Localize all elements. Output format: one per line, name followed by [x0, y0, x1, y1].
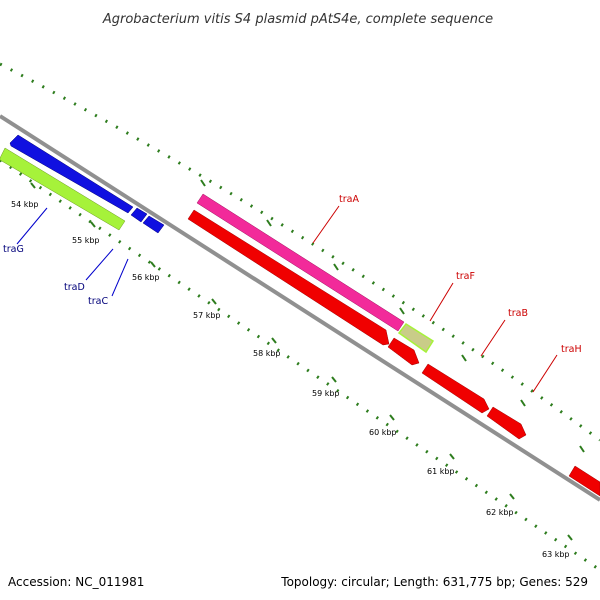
gene-arrow-traD-small — [130, 207, 148, 223]
outer-tick-ring — [0, 62, 600, 442]
accession-text: Accession: NC_011981 — [8, 575, 144, 589]
tick-label: 63 kbp — [542, 550, 570, 559]
tick-label: 56 kbp — [132, 273, 160, 282]
gene-arrow-red-5 — [568, 465, 600, 497]
gene-arrow-traF — [397, 323, 435, 354]
tick-label: 60 kbp — [369, 428, 397, 437]
tick-label: 57 kbp — [193, 311, 221, 320]
gene-label-traG: traG — [3, 244, 24, 255]
label-leaders-red — [312, 205, 558, 393]
tick-label: 62 kbp — [486, 508, 514, 517]
gene-label-traF: traF — [456, 271, 475, 282]
label-leaders-blue — [16, 207, 129, 297]
sequence-backbone — [0, 114, 600, 502]
tick-label: 58 kbp — [253, 349, 281, 358]
gene-arrow-traA — [196, 193, 405, 332]
tick-label: 59 kbp — [312, 389, 340, 398]
gene-arrow-traD — [9, 134, 134, 214]
gene-arrow-traC — [142, 215, 165, 234]
inner-tick-ring — [0, 158, 600, 572]
inner-major-ticks — [30, 182, 573, 541]
tick-label: 54 kbp — [11, 200, 39, 209]
gene-label-traA: traA — [339, 194, 359, 205]
topology-summary: Topology: circular; Length: 631,775 bp; … — [280, 575, 588, 589]
tick-label: 61 kbp — [427, 467, 455, 476]
outer-major-ticks — [200, 179, 585, 453]
gene-arrow-red-3 — [421, 363, 490, 414]
gene-label-traD: traD — [64, 282, 85, 293]
map-title: Agrobacterium vitis S4 plasmid pAtS4e, c… — [102, 12, 493, 27]
tick-label: 55 kbp — [72, 236, 100, 245]
gene-arrow-traB — [387, 337, 420, 366]
gene-arrow-red-1 — [187, 209, 390, 346]
gene-label-traC: traC — [88, 296, 108, 307]
gene-label-traH: traH — [561, 344, 582, 355]
gene-arrow-traG — [0, 147, 126, 231]
gene-arrow-traH — [486, 406, 527, 440]
gene-label-traB: traB — [508, 308, 528, 319]
